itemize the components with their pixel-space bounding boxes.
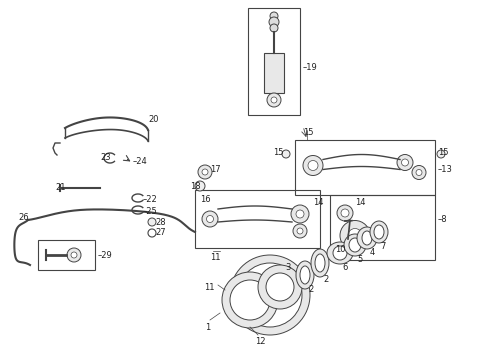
Text: 17: 17 — [210, 165, 221, 174]
Text: 26: 26 — [18, 213, 28, 222]
Circle shape — [202, 169, 208, 175]
Circle shape — [266, 273, 294, 301]
Circle shape — [341, 209, 349, 217]
Text: –25: –25 — [143, 207, 158, 216]
Text: –29: –29 — [98, 251, 113, 260]
Circle shape — [348, 229, 362, 243]
Text: 23: 23 — [100, 153, 111, 162]
Text: –8: –8 — [438, 216, 448, 225]
Circle shape — [293, 224, 307, 238]
Text: 14: 14 — [355, 198, 366, 207]
Bar — [38, 240, 95, 270]
Text: 20: 20 — [148, 115, 158, 124]
Text: 27: 27 — [155, 228, 166, 237]
Ellipse shape — [344, 234, 366, 256]
Ellipse shape — [333, 246, 347, 260]
Circle shape — [297, 228, 303, 234]
Circle shape — [291, 205, 309, 223]
Circle shape — [401, 159, 409, 166]
Text: 15: 15 — [303, 128, 314, 137]
Circle shape — [340, 220, 370, 251]
Ellipse shape — [357, 227, 377, 249]
Circle shape — [222, 272, 278, 328]
Circle shape — [270, 12, 278, 20]
Text: 11: 11 — [204, 283, 215, 292]
Bar — [295, 140, 435, 195]
Bar — [248, 8, 300, 115]
Bar — [264, 53, 284, 93]
Circle shape — [282, 150, 290, 158]
Circle shape — [269, 17, 279, 27]
Ellipse shape — [311, 249, 329, 277]
Circle shape — [230, 280, 270, 320]
Ellipse shape — [296, 261, 314, 289]
Text: 5: 5 — [357, 255, 362, 264]
Text: 3: 3 — [285, 263, 291, 272]
Circle shape — [271, 97, 277, 103]
Circle shape — [308, 161, 318, 171]
Circle shape — [412, 166, 426, 180]
Circle shape — [397, 154, 413, 171]
Ellipse shape — [300, 266, 310, 284]
Circle shape — [206, 216, 214, 222]
Text: 1: 1 — [205, 323, 210, 332]
Text: 21: 21 — [55, 183, 66, 192]
Circle shape — [202, 211, 218, 227]
Text: –24: –24 — [133, 157, 148, 166]
Ellipse shape — [315, 254, 325, 272]
Text: 2: 2 — [323, 275, 328, 284]
Text: 10: 10 — [335, 246, 345, 255]
Text: –19: –19 — [303, 63, 318, 72]
Circle shape — [230, 255, 310, 335]
Text: 15: 15 — [438, 148, 448, 157]
Circle shape — [344, 239, 356, 251]
Circle shape — [303, 156, 323, 175]
Circle shape — [148, 218, 156, 226]
Text: 15: 15 — [273, 148, 284, 157]
Circle shape — [337, 205, 353, 221]
Ellipse shape — [327, 242, 353, 264]
Circle shape — [296, 210, 304, 218]
Text: 4: 4 — [370, 248, 375, 257]
Circle shape — [437, 150, 445, 158]
Circle shape — [195, 181, 205, 191]
Text: –13: –13 — [438, 165, 453, 174]
Circle shape — [416, 170, 422, 175]
Text: –22: –22 — [143, 195, 158, 204]
Bar — [195, 190, 320, 248]
Text: 11: 11 — [210, 253, 221, 262]
Ellipse shape — [362, 231, 372, 245]
Circle shape — [270, 24, 278, 32]
Text: 14: 14 — [313, 198, 323, 207]
Ellipse shape — [349, 238, 361, 252]
Text: 6: 6 — [342, 263, 347, 272]
Circle shape — [198, 165, 212, 179]
Circle shape — [71, 252, 77, 258]
Text: 7: 7 — [380, 242, 385, 251]
Text: 28: 28 — [155, 218, 166, 227]
Bar — [330, 195, 435, 260]
Text: 18: 18 — [190, 182, 200, 191]
Circle shape — [67, 248, 81, 262]
Ellipse shape — [374, 225, 384, 239]
Circle shape — [238, 263, 302, 327]
Text: 2: 2 — [308, 285, 313, 294]
Circle shape — [258, 265, 302, 309]
Circle shape — [267, 93, 281, 107]
Text: 12: 12 — [255, 337, 266, 346]
Text: 16: 16 — [200, 195, 211, 204]
Ellipse shape — [370, 221, 388, 243]
